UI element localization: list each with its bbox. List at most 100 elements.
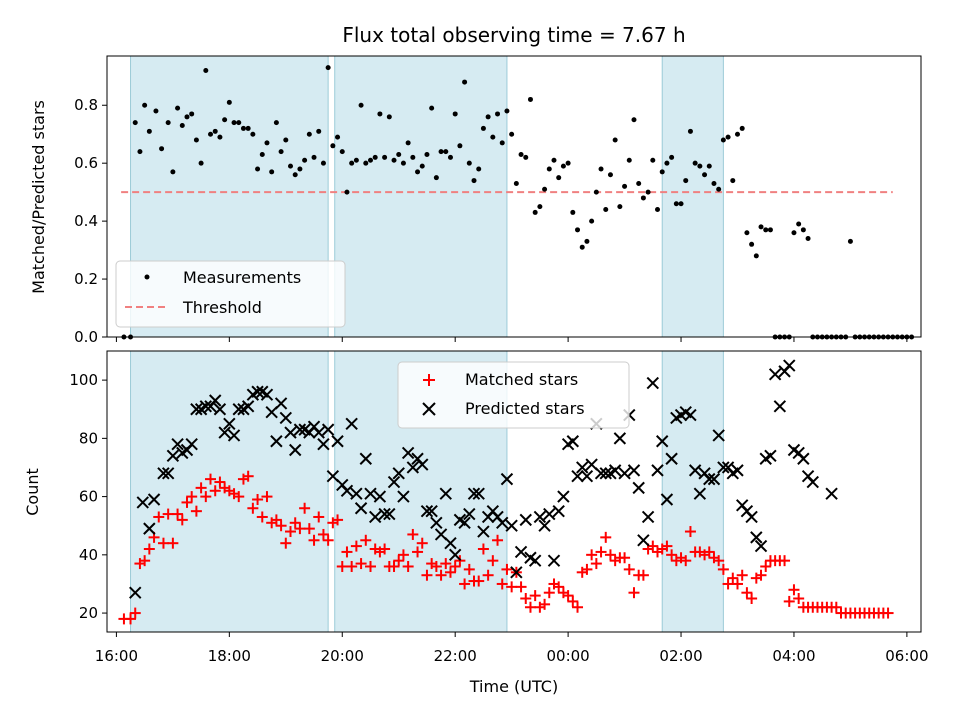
- predicted-star-point: [731, 464, 744, 477]
- measurement-point: [763, 227, 769, 233]
- matched-star-point: [529, 590, 541, 602]
- measurement-point: [245, 125, 251, 131]
- top-measurement-points: [121, 65, 915, 340]
- matched-star-point: [181, 496, 193, 508]
- measurement-point: [753, 253, 759, 259]
- matched-star-point: [275, 520, 287, 532]
- predicted-star-point: [185, 437, 198, 451]
- matched-star-point: [176, 514, 188, 526]
- top-x-ticks: [115, 337, 908, 342]
- matched-star-point: [539, 598, 551, 610]
- x-axis-label: Time (UTC): [469, 677, 558, 696]
- predicted-star-point: [764, 449, 777, 463]
- matched-star-point: [524, 601, 536, 613]
- measurement-point: [165, 120, 171, 126]
- predicted-star-point: [274, 397, 288, 410]
- predicted-star-point: [444, 536, 457, 550]
- predicted-star-point: [430, 516, 443, 530]
- predicted-star-point: [571, 470, 584, 483]
- matched-star-point: [788, 584, 800, 596]
- measurement-point: [791, 230, 797, 236]
- predicted-star-point: [425, 504, 438, 518]
- predicted-star-point: [241, 400, 255, 413]
- measurement-point: [716, 186, 722, 192]
- measurement-point: [490, 134, 496, 140]
- matched-star-point: [299, 502, 311, 514]
- predicted-star-point: [448, 548, 462, 562]
- matched-star-point: [214, 476, 226, 488]
- matched-star-point: [666, 549, 678, 561]
- matched-star-point: [473, 575, 485, 587]
- measurement-point: [283, 137, 289, 143]
- predicted-star-point: [580, 470, 594, 483]
- legend-predicted-marker: [422, 402, 436, 416]
- measurement-point: [749, 241, 755, 247]
- predicted-star-point: [458, 516, 471, 530]
- predicted-star-point: [825, 487, 838, 500]
- legend-matched-marker: [423, 374, 435, 386]
- predicted-star-point: [693, 487, 707, 500]
- predicted-star-point: [660, 493, 674, 506]
- matched-star-point: [233, 491, 245, 503]
- measurement-point: [429, 105, 435, 111]
- matched-star-point: [252, 494, 264, 506]
- predicted-star-point: [321, 423, 335, 436]
- predicted-star-point: [260, 388, 274, 401]
- measurement-point: [198, 160, 204, 166]
- measurement-point: [702, 172, 708, 178]
- measurement-point: [353, 157, 359, 163]
- predicted-star-point: [599, 467, 612, 480]
- measurement-point: [236, 120, 242, 126]
- predicted-star-point: [317, 437, 330, 451]
- measurement-point: [758, 224, 764, 230]
- predicted-star-point: [712, 429, 725, 442]
- predicted-star-point: [171, 437, 184, 451]
- bottom-panel: 20 40 60 80 100 16:00 18:00 20:00 22:00 00:00 02:…: [23, 350, 929, 696]
- measurement-point: [320, 160, 326, 166]
- measurement-point: [396, 151, 402, 157]
- matched-star-point: [882, 607, 894, 619]
- measurement-point: [391, 157, 397, 163]
- matched-star-point: [205, 473, 217, 485]
- predicted-star-point: [594, 467, 608, 480]
- matched-star-point: [402, 560, 414, 572]
- predicted-star-point: [129, 586, 142, 599]
- predicted-star-point: [416, 458, 429, 471]
- predicted-star-point: [783, 359, 796, 372]
- predicted-star-point: [401, 446, 415, 460]
- predicted-star-point: [232, 403, 245, 416]
- bottom-ytick-label: 40: [79, 546, 98, 564]
- measurement-point: [344, 189, 350, 195]
- measurement-point: [339, 149, 345, 155]
- measurement-point: [556, 175, 562, 181]
- measurement-point: [739, 125, 745, 131]
- top-ytick-label: 0.4: [74, 212, 98, 230]
- predicted-star-point: [251, 385, 264, 398]
- matched-star-point: [581, 563, 593, 575]
- matched-star-point: [506, 581, 518, 593]
- predicted-star-point: [519, 513, 532, 527]
- predicted-star-point: [387, 475, 401, 489]
- matched-star-point: [186, 491, 198, 503]
- measurement-point: [142, 102, 148, 108]
- measurement-point: [603, 207, 609, 213]
- measurement-point: [664, 160, 670, 166]
- predicted-star-point: [284, 426, 297, 439]
- measurement-point: [278, 149, 284, 155]
- measurement-point: [593, 189, 599, 195]
- top-ytick-label: 0.2: [74, 270, 98, 288]
- predicted-star-point: [392, 467, 405, 480]
- matched-star-point: [783, 595, 795, 607]
- measurement-point: [730, 178, 736, 184]
- measurement-point: [269, 169, 275, 175]
- matched-star-point: [477, 543, 489, 555]
- predicted-star-point: [627, 464, 641, 477]
- xtick-label: 00:00: [546, 647, 589, 665]
- measurement-point: [546, 166, 552, 172]
- matched-star-point: [553, 581, 565, 593]
- matched-star-point: [153, 511, 165, 523]
- measurement-point: [711, 180, 717, 186]
- measurement-point: [607, 172, 613, 178]
- measurement-point: [433, 175, 439, 181]
- measurement-point: [400, 160, 406, 166]
